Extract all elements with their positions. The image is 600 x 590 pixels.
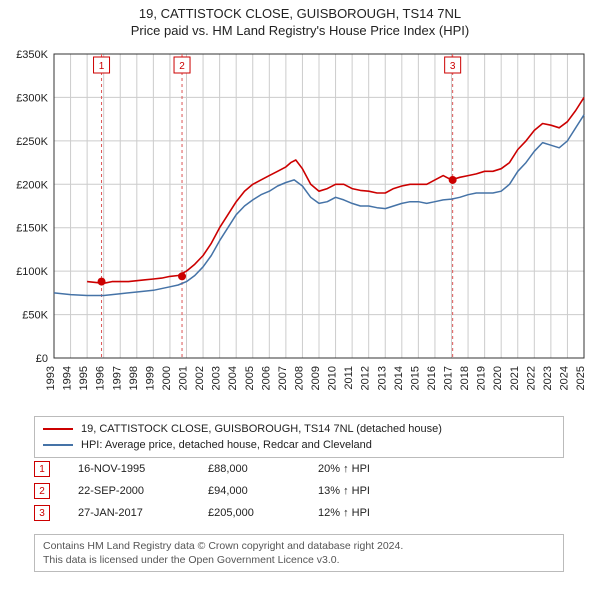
event-badge-2: 2 bbox=[34, 483, 50, 499]
svg-text:2017: 2017 bbox=[443, 366, 455, 390]
svg-text:2004: 2004 bbox=[227, 366, 239, 390]
title-sub: Price paid vs. HM Land Registry's House … bbox=[0, 23, 600, 38]
svg-text:2011: 2011 bbox=[343, 366, 355, 390]
event-delta-1: 20% ↑ HPI bbox=[318, 463, 468, 475]
title-main: 19, CATTISTOCK CLOSE, GUISBOROUGH, TS14 … bbox=[0, 6, 600, 21]
svg-text:1994: 1994 bbox=[62, 366, 74, 390]
svg-text:1997: 1997 bbox=[111, 366, 123, 390]
chart: £0 £50K £100K £150K £200K £250K £300K £350K 1993… bbox=[10, 48, 590, 408]
legend-row-2: HPI: Average price, detached house, Redc… bbox=[43, 437, 555, 453]
svg-text:£100K: £100K bbox=[16, 266, 48, 278]
svg-text:2001: 2001 bbox=[178, 366, 190, 390]
legend-label-hpi: HPI: Average price, detached house, Redc… bbox=[81, 439, 372, 451]
event-delta-3: 12% ↑ HPI bbox=[318, 507, 468, 519]
svg-text:2007: 2007 bbox=[277, 366, 289, 390]
event-date-2: 22-SEP-2000 bbox=[78, 485, 208, 497]
chart-svg: £0 £50K £100K £150K £200K £250K £300K £350K 1993… bbox=[10, 48, 590, 408]
legend-row-1: 19, CATTISTOCK CLOSE, GUISBOROUGH, TS14 … bbox=[43, 421, 555, 437]
svg-text:2000: 2000 bbox=[161, 366, 173, 390]
event-row-2: 2 22-SEP-2000 £94,000 13% ↑ HPI bbox=[34, 480, 564, 502]
svg-text:2012: 2012 bbox=[360, 366, 372, 390]
svg-text:2009: 2009 bbox=[310, 366, 322, 390]
event-price-1: £88,000 bbox=[208, 463, 318, 475]
event-price-2: £94,000 bbox=[208, 485, 318, 497]
legend-swatch-hpi bbox=[43, 444, 73, 446]
svg-text:1: 1 bbox=[99, 61, 105, 72]
svg-text:2013: 2013 bbox=[376, 366, 388, 390]
legend-swatch-price bbox=[43, 428, 73, 430]
svg-text:1993: 1993 bbox=[45, 366, 57, 390]
svg-text:£300K: £300K bbox=[16, 92, 48, 104]
footer: Contains HM Land Registry data © Crown c… bbox=[34, 534, 564, 572]
event-delta-2: 13% ↑ HPI bbox=[318, 485, 468, 497]
svg-text:1995: 1995 bbox=[78, 366, 90, 390]
event-date-1: 16-NOV-1995 bbox=[78, 463, 208, 475]
svg-text:2002: 2002 bbox=[194, 366, 206, 390]
svg-text:2018: 2018 bbox=[459, 366, 471, 390]
svg-text:2005: 2005 bbox=[244, 366, 256, 390]
svg-text:£50K: £50K bbox=[22, 310, 48, 322]
svg-text:£150K: £150K bbox=[16, 223, 48, 235]
svg-text:2003: 2003 bbox=[211, 366, 223, 390]
footer-line-2: This data is licensed under the Open Gov… bbox=[43, 553, 555, 567]
svg-text:2016: 2016 bbox=[426, 366, 438, 390]
svg-text:1999: 1999 bbox=[144, 366, 156, 390]
svg-text:£0: £0 bbox=[36, 353, 48, 365]
event-row-1: 1 16-NOV-1995 £88,000 20% ↑ HPI bbox=[34, 458, 564, 480]
svg-text:2: 2 bbox=[179, 61, 185, 72]
page: 19, CATTISTOCK CLOSE, GUISBOROUGH, TS14 … bbox=[0, 0, 600, 590]
events-table: 1 16-NOV-1995 £88,000 20% ↑ HPI 2 22-SEP… bbox=[34, 458, 564, 524]
event-badge-3: 3 bbox=[34, 505, 50, 521]
svg-text:£250K: £250K bbox=[16, 136, 48, 148]
legend-label-price: 19, CATTISTOCK CLOSE, GUISBOROUGH, TS14 … bbox=[81, 423, 442, 435]
svg-text:£350K: £350K bbox=[16, 49, 48, 61]
svg-text:2020: 2020 bbox=[492, 366, 504, 390]
svg-text:2008: 2008 bbox=[293, 366, 305, 390]
svg-text:2019: 2019 bbox=[476, 366, 488, 390]
svg-text:2025: 2025 bbox=[575, 366, 587, 390]
svg-text:3: 3 bbox=[450, 61, 456, 72]
svg-text:2006: 2006 bbox=[260, 366, 272, 390]
svg-text:1996: 1996 bbox=[95, 366, 107, 390]
svg-text:2023: 2023 bbox=[542, 366, 554, 390]
svg-text:2024: 2024 bbox=[558, 366, 570, 390]
svg-text:2015: 2015 bbox=[409, 366, 421, 390]
svg-text:1998: 1998 bbox=[128, 366, 140, 390]
titles-block: 19, CATTISTOCK CLOSE, GUISBOROUGH, TS14 … bbox=[0, 0, 600, 38]
footer-line-1: Contains HM Land Registry data © Crown c… bbox=[43, 539, 555, 553]
svg-text:£200K: £200K bbox=[16, 179, 48, 191]
legend: 19, CATTISTOCK CLOSE, GUISBOROUGH, TS14 … bbox=[34, 416, 564, 458]
svg-text:2022: 2022 bbox=[525, 366, 537, 390]
svg-text:2014: 2014 bbox=[393, 366, 405, 390]
svg-text:2010: 2010 bbox=[327, 366, 339, 390]
event-badge-1: 1 bbox=[34, 461, 50, 477]
event-row-3: 3 27-JAN-2017 £205,000 12% ↑ HPI bbox=[34, 502, 564, 524]
event-price-3: £205,000 bbox=[208, 507, 318, 519]
event-date-3: 27-JAN-2017 bbox=[78, 507, 208, 519]
svg-text:2021: 2021 bbox=[509, 366, 521, 390]
